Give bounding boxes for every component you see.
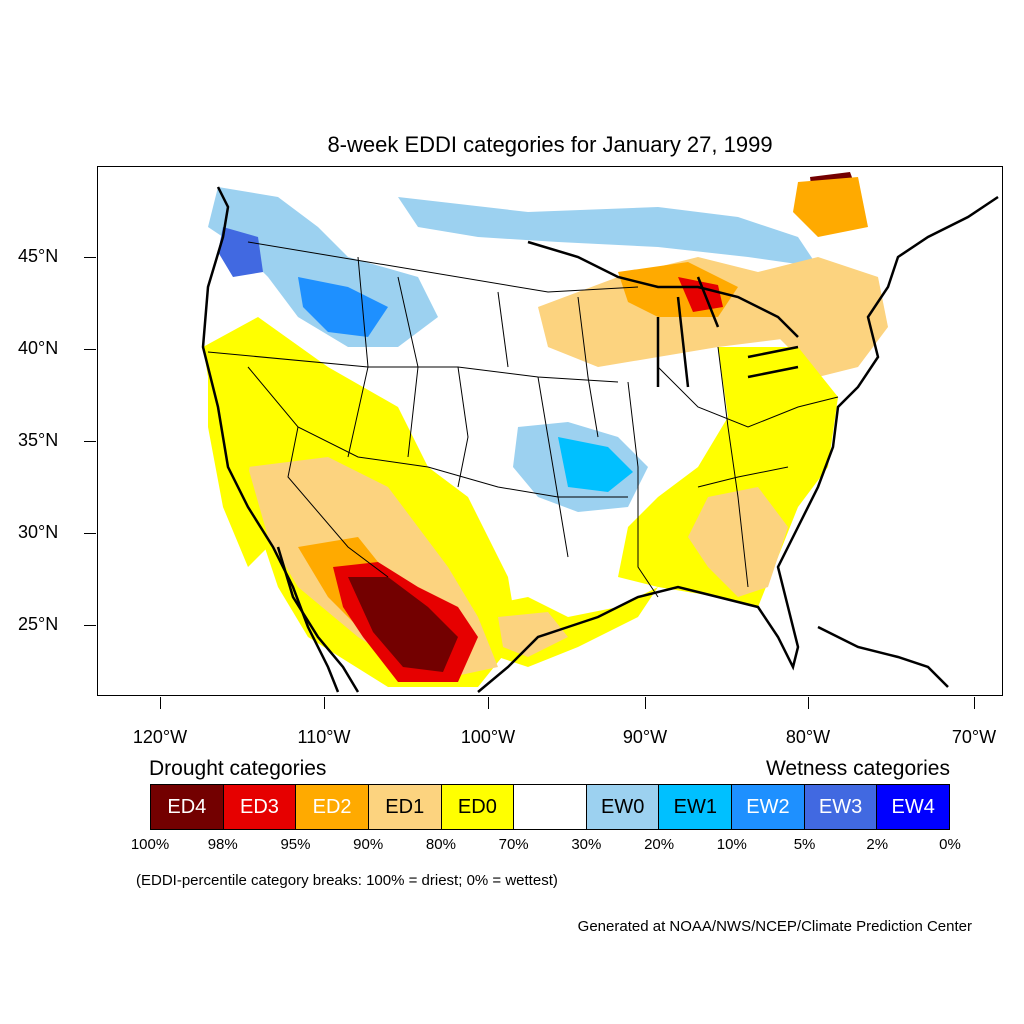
lon-label-80w: 80°W bbox=[785, 727, 831, 747]
ed2-quebec-patch bbox=[793, 177, 868, 237]
legend-cell-ew4: EW4 bbox=[877, 785, 950, 829]
percentile-label: 0% bbox=[939, 836, 961, 853]
ew1-northern-band bbox=[398, 197, 818, 267]
legend-cell-ew1: EW1 bbox=[659, 785, 733, 829]
state-borders bbox=[207, 241, 839, 598]
percentile-label: 90% bbox=[353, 836, 384, 853]
lat-label-45: 45°N bbox=[18, 246, 59, 266]
lat-tick bbox=[84, 533, 96, 534]
lon-tick bbox=[808, 697, 809, 709]
lat-tick bbox=[84, 441, 96, 442]
lon-label-100w: 100°W bbox=[460, 727, 516, 747]
us-map-canvas bbox=[201, 172, 999, 693]
lat-label-25: 25°N bbox=[18, 614, 59, 634]
category-color-bar: ED4 ED3 ED2 ED1 ED0 EW0 EW1 EW2 EW3 EW4 bbox=[150, 784, 950, 830]
legend-cell-ed3: ED3 bbox=[223, 785, 297, 829]
lon-label-70w: 70°W bbox=[951, 727, 997, 747]
eddi-map bbox=[97, 166, 1003, 696]
lon-label-110w: 110°W bbox=[297, 727, 351, 747]
percentile-label: 98% bbox=[207, 836, 238, 853]
lat-tick bbox=[84, 349, 96, 350]
percentile-label: 95% bbox=[280, 836, 311, 853]
map-title: 8-week EDDI categories for January 27, 1… bbox=[327, 132, 773, 157]
category-regions bbox=[203, 172, 888, 687]
lat-tick bbox=[84, 625, 96, 626]
percentile-label: 20% bbox=[644, 836, 675, 853]
drought-categories-heading: Drought categories bbox=[149, 757, 327, 780]
percentile-label: 2% bbox=[866, 836, 889, 853]
ed1-gulf-coast bbox=[498, 612, 568, 657]
ew1-central-core bbox=[558, 437, 633, 492]
lon-label-120w: 120°W bbox=[132, 727, 188, 747]
ed0-west-coast bbox=[208, 347, 268, 567]
lon-tick bbox=[974, 697, 975, 709]
legend-cell-ed4: ED4 bbox=[151, 785, 224, 829]
category-breaks-note: (EDDI-percentile category breaks: 100% =… bbox=[136, 872, 558, 889]
lat-label-30: 30°N bbox=[18, 522, 59, 542]
lon-tick bbox=[324, 697, 325, 709]
ed1-northeast-region bbox=[738, 257, 888, 377]
lat-label-35: 35°N bbox=[18, 430, 59, 450]
legend-cell-ed2: ED2 bbox=[296, 785, 369, 829]
percentile-label: 100% bbox=[130, 836, 170, 853]
ed1-southeast-region bbox=[688, 487, 788, 597]
credit-line: Generated at NOAA/NWS/NCEP/Climate Predi… bbox=[577, 918, 972, 935]
lon-tick bbox=[488, 697, 489, 709]
legend-cell-ew0: EW0 bbox=[586, 785, 660, 829]
percentile-label: 5% bbox=[793, 836, 816, 853]
lon-label-90w: 90°W bbox=[622, 727, 668, 747]
legend-cell-ed0: ED0 bbox=[441, 785, 515, 829]
ew3-northwest-patch bbox=[218, 227, 263, 277]
legend-cell-ew2: EW2 bbox=[732, 785, 805, 829]
wetness-categories-heading: Wetness categories bbox=[765, 757, 950, 780]
legend-cell-ed1: ED1 bbox=[368, 785, 442, 829]
percentile-label: 70% bbox=[498, 836, 529, 853]
coastlines bbox=[201, 186, 999, 693]
lon-tick bbox=[160, 697, 161, 709]
lat-label-40: 40°N bbox=[18, 338, 59, 358]
percentile-label: 80% bbox=[425, 836, 456, 853]
legend-cell-ew3: EW3 bbox=[804, 785, 878, 829]
percentile-label: 10% bbox=[716, 836, 747, 853]
ed4-mexico-region bbox=[348, 577, 458, 672]
legend-cell-normal bbox=[514, 785, 587, 829]
percentile-label: 30% bbox=[571, 836, 602, 853]
lat-tick bbox=[84, 257, 96, 258]
lon-tick bbox=[645, 697, 646, 709]
ew2-northwest-patch bbox=[298, 277, 388, 337]
